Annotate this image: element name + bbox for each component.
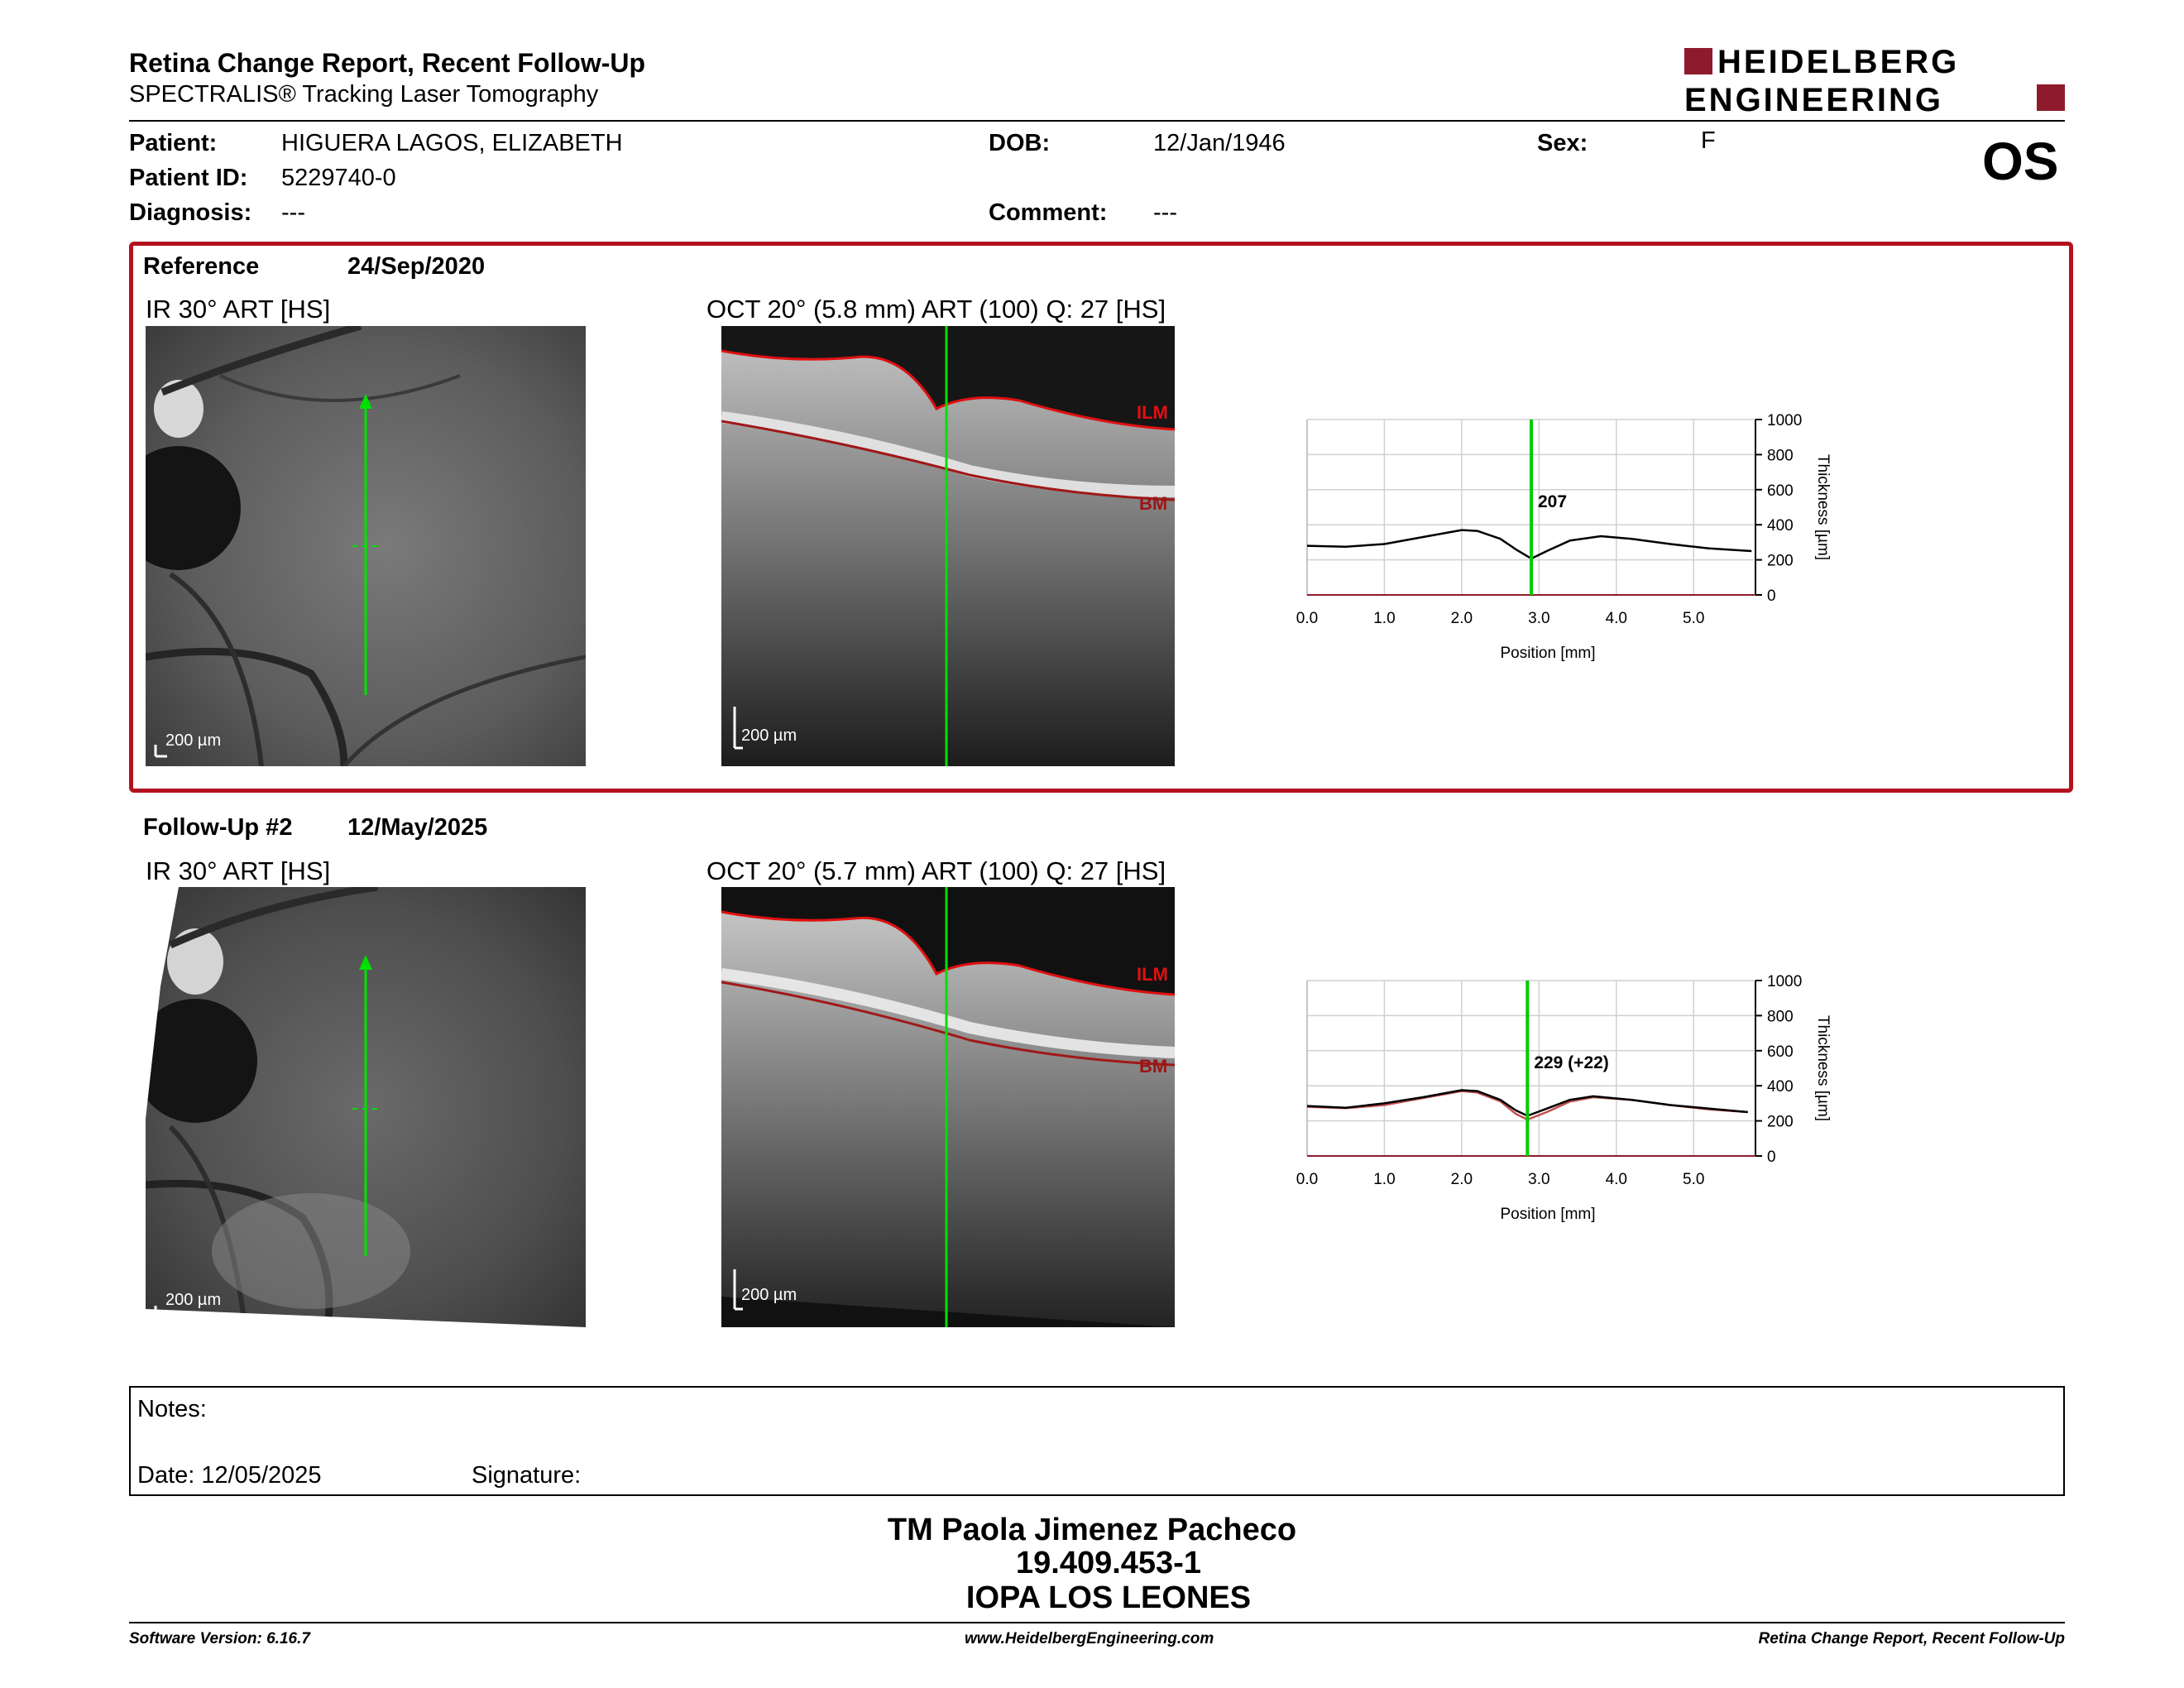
diagnosis-label: Diagnosis: xyxy=(129,199,252,226)
followup-ir-scale: 200 µm xyxy=(165,1291,222,1309)
software-version: Software Version: 6.16.7 xyxy=(129,1630,310,1647)
comment-value: --- xyxy=(1153,199,1177,226)
x-tick-label: 5.0 xyxy=(1683,1171,1704,1188)
followup-bm-label: BM xyxy=(1139,1056,1168,1077)
reference-oct-title: OCT 20° (5.8 mm) ART (100) Q: 27 [HS] xyxy=(706,295,1166,324)
x-tick-label: 1.0 xyxy=(1373,1171,1395,1188)
sex-value: F xyxy=(1701,127,1716,154)
reference-frame xyxy=(129,242,2073,793)
y-axis-label: Thickness [µm] xyxy=(1814,1015,1832,1121)
reference-label: Reference xyxy=(143,253,260,280)
y-tick-label: 800 xyxy=(1767,447,1794,464)
x-tick-label: 3.0 xyxy=(1528,610,1549,627)
x-axis-label: Position [mm] xyxy=(1500,1206,1595,1223)
signer-name: TM Paola Jimenez Pacheco xyxy=(887,1513,1297,1547)
x-tick-label: 0.0 xyxy=(1296,1171,1318,1188)
heidelberg-logo: HEIDELBERG ENGINEERING xyxy=(1684,44,2065,117)
followup-date: 12/May/2025 xyxy=(347,814,488,841)
reference-ir-image: 200 µm xyxy=(146,326,586,766)
footer-divider xyxy=(129,1622,2065,1623)
x-tick-label: 1.0 xyxy=(1373,610,1395,627)
reference-ilm-label: ILM xyxy=(1137,402,1168,423)
report-title: Retina Change Report, Recent Follow-Up xyxy=(129,48,646,78)
series-line xyxy=(1306,529,1752,560)
x-tick-label: 2.0 xyxy=(1451,610,1473,627)
y-tick-label: 400 xyxy=(1767,1078,1794,1096)
signer-place: IOPA LOS LEONES xyxy=(965,1580,1252,1615)
notes-label: Notes: xyxy=(137,1396,207,1422)
signer-id: 19.409.453-1 xyxy=(1016,1546,1201,1580)
header-divider xyxy=(129,120,2065,122)
y-tick-label: 1000 xyxy=(1767,412,1802,429)
reference-bm-label: BM xyxy=(1139,493,1168,514)
eye-indicator: OS xyxy=(1982,132,2059,191)
y-axis-label: Thickness [µm] xyxy=(1814,454,1832,560)
dob-value: 12/Jan/1946 xyxy=(1153,130,1286,156)
signature-label: Signature: xyxy=(472,1462,582,1489)
diagnosis-value: --- xyxy=(281,199,305,226)
followup-thickness-chart: 0 200 400 600 800 1000 0.0 1.0 2.0 3.0 4.0 5.0 Posit… xyxy=(1296,973,1832,1223)
patient-name: HIGUERA LAGOS, ELIZABETH xyxy=(281,130,623,156)
reference-oct-scale: 200 µm xyxy=(741,727,797,745)
logo-line2: ENGINEERING xyxy=(1684,82,1943,117)
x-tick-label: 4.0 xyxy=(1606,610,1627,627)
y-tick-label: 200 xyxy=(1767,1114,1794,1131)
reference-ir-scale: 200 µm xyxy=(165,731,222,750)
patient-id-label: Patient ID: xyxy=(129,165,248,191)
footer-url[interactable]: www.HeidelbergEngineering.com xyxy=(965,1630,1214,1647)
reference-date: 24/Sep/2020 xyxy=(347,253,486,280)
y-tick-label: 200 xyxy=(1767,553,1794,570)
x-tick-label: 5.0 xyxy=(1683,610,1704,627)
series-line xyxy=(1306,1089,1748,1117)
reference-oct-image: ILM BM 200 µm xyxy=(721,326,1175,766)
sex-label: Sex: xyxy=(1537,130,1588,156)
reference-thickness-chart: 0 200 400 600 800 1000 0.0 1.0 2.0 3.0 4.0 5.0 Posit… xyxy=(1296,412,1832,662)
logo-line1: HEIDELBERG xyxy=(1717,44,1959,80)
notes-box[interactable]: Notes: Date: 12/05/2025 Signature: xyxy=(129,1386,2065,1496)
y-tick-label: 0 xyxy=(1767,1149,1776,1166)
y-tick-label: 400 xyxy=(1767,517,1794,535)
x-axis-label: Position [mm] xyxy=(1500,645,1595,662)
x-tick-label: 4.0 xyxy=(1606,1171,1627,1188)
notes-date: Date: 12/05/2025 xyxy=(137,1462,322,1489)
y-tick-label: 600 xyxy=(1767,482,1794,500)
reference-ir-title: IR 30° ART [HS] xyxy=(146,295,331,324)
patient-name-label: Patient: xyxy=(129,130,218,156)
footer-report-name: Retina Change Report, Recent Follow-Up xyxy=(1758,1630,2065,1647)
x-tick-label: 0.0 xyxy=(1296,610,1318,627)
patient-id: 5229740-0 xyxy=(281,165,396,191)
comment-label: Comment: xyxy=(989,199,1108,226)
y-tick-label: 1000 xyxy=(1767,973,1802,990)
y-tick-label: 600 xyxy=(1767,1043,1794,1061)
y-tick-label: 800 xyxy=(1767,1008,1794,1025)
followup-ilm-label: ILM xyxy=(1137,964,1168,985)
x-tick-label: 2.0 xyxy=(1451,1171,1473,1188)
followup-oct-title: OCT 20° (5.7 mm) ART (100) Q: 27 [HS] xyxy=(706,856,1166,885)
followup-ir-image: 200 µm xyxy=(146,887,586,1327)
y-tick-label: 0 xyxy=(1767,587,1776,605)
followup-label: Follow-Up #2 xyxy=(143,814,293,841)
thickness-value-label: 229 (+22) xyxy=(1534,1053,1608,1072)
followup-oct-image: ILM BM 200 µm xyxy=(721,887,1175,1327)
x-tick-label: 3.0 xyxy=(1528,1171,1549,1188)
followup-oct-scale: 200 µm xyxy=(741,1286,797,1304)
report-subtitle: SPECTRALIS® Tracking Laser Tomography xyxy=(129,81,599,108)
dob-label: DOB: xyxy=(989,130,1051,156)
followup-ir-title: IR 30° ART [HS] xyxy=(146,856,331,885)
thickness-value-label: 207 xyxy=(1538,492,1567,511)
